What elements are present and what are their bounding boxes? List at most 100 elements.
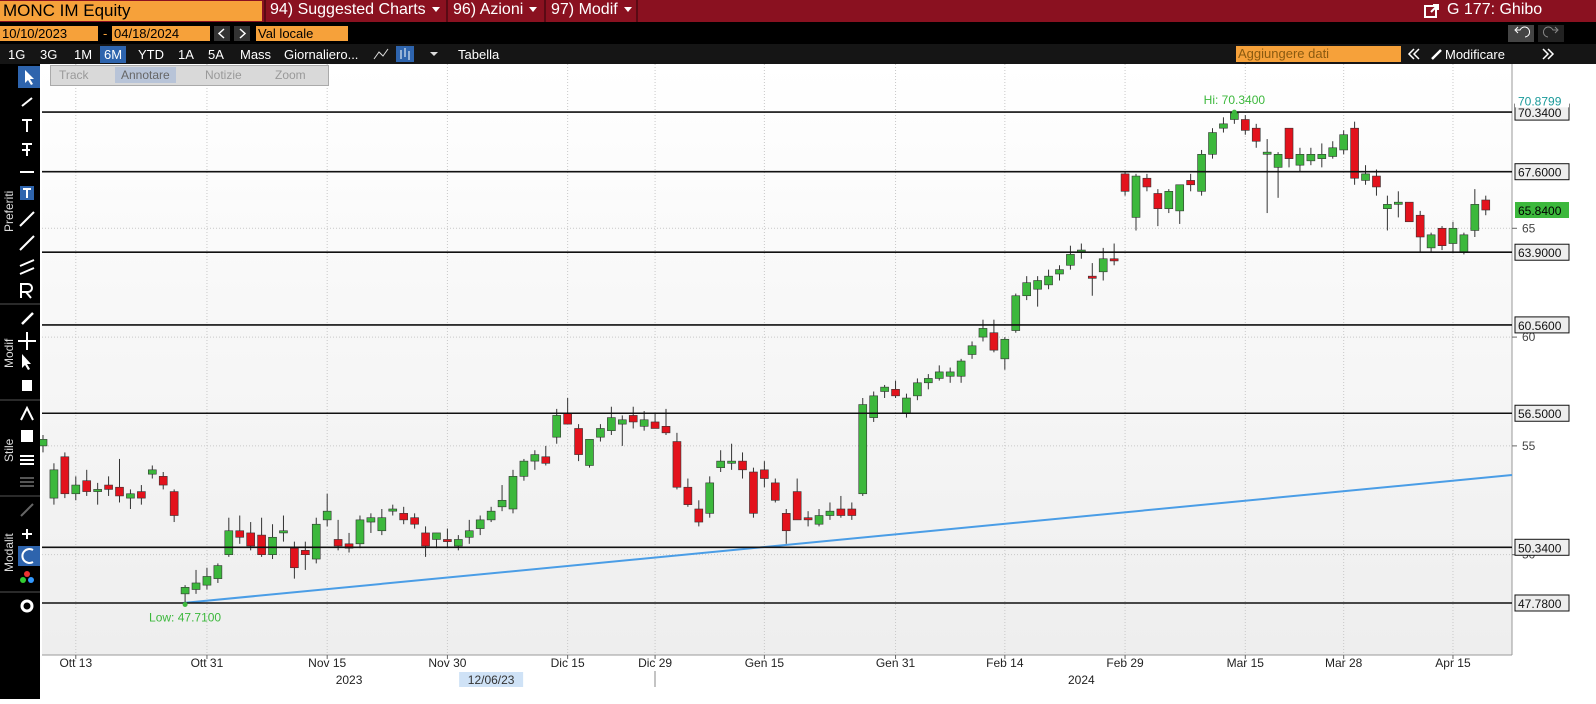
frequency-select[interactable]: Giornaliero... <box>284 47 359 62</box>
level-label: 70.3400 <box>1518 106 1562 120</box>
level-label-box <box>1514 538 1570 556</box>
candle-body <box>257 534 266 555</box>
candle-body <box>169 491 179 516</box>
currency-select[interactable]: Val locale <box>256 26 348 41</box>
candle-body <box>464 530 474 538</box>
top-label-box <box>1515 93 1569 108</box>
y-tick-label: 55 <box>1522 439 1536 453</box>
candle-body <box>104 484 113 490</box>
candle-body <box>497 499 507 508</box>
last-price-label: 65.8400 <box>1518 204 1562 218</box>
edit-icons[interactable] <box>1406 47 1444 61</box>
candle-body <box>1087 275 1097 279</box>
undo-redo[interactable] <box>1508 25 1568 42</box>
chart-icons[interactable] <box>372 46 442 62</box>
chart-tool[interactable]: Track <box>59 68 89 82</box>
candle-body <box>148 469 157 475</box>
candle-body <box>290 547 299 569</box>
security-field[interactable]: MONC IM Equity <box>0 1 262 21</box>
separator <box>544 0 546 22</box>
launch-icon[interactable] <box>1424 3 1440 19</box>
level-label: 50.3400 <box>1518 541 1562 555</box>
candle-body <box>454 539 463 547</box>
candle-body <box>825 510 835 516</box>
y-tick-label: 65 <box>1522 221 1536 235</box>
chart-tool[interactable]: Annotare <box>115 67 176 83</box>
candle-body <box>268 536 277 555</box>
candle-body <box>410 517 419 525</box>
x-tick-label: Nov 30 <box>428 656 466 670</box>
candle-body <box>115 486 124 497</box>
candle-body <box>1120 173 1130 192</box>
candle-body <box>377 517 387 532</box>
candle-body <box>1197 154 1206 192</box>
period-button[interactable]: 5A <box>208 47 224 62</box>
level-label: 60.5600 <box>1518 319 1562 333</box>
x-tick-label: Ott 31 <box>191 656 224 670</box>
candle-body <box>847 508 857 516</box>
candle-body <box>1273 154 1283 168</box>
menu[interactable]: 96) Azioni <box>453 1 537 19</box>
period-button[interactable]: 3G <box>40 47 58 62</box>
candle-body <box>814 515 824 525</box>
level-label-box <box>1514 594 1570 612</box>
candle-body <box>1044 275 1053 286</box>
chart-tool[interactable]: Notizie <box>205 68 242 82</box>
start-date[interactable]: 10/10/2023 <box>0 26 98 41</box>
candle-body <box>1131 175 1141 218</box>
candle-body <box>683 486 693 505</box>
annotation-marker <box>182 602 188 608</box>
candle-body <box>224 530 234 555</box>
candle-body <box>607 417 616 431</box>
period-button[interactable]: 1A <box>178 47 194 62</box>
candle-body <box>508 476 518 510</box>
x-tick-label: Feb 14 <box>986 656 1024 670</box>
candle-body <box>1328 147 1338 157</box>
candle-body <box>1350 127 1359 179</box>
separator <box>264 0 266 22</box>
candle-body <box>1219 123 1228 129</box>
candle-body <box>1448 227 1458 244</box>
top-label: 70.8799 <box>1518 94 1562 108</box>
period-button[interactable]: YTD <box>138 47 164 62</box>
candle-body <box>301 550 310 555</box>
candle-body <box>836 508 846 516</box>
candle-body <box>355 519 365 545</box>
period-button[interactable]: Mass <box>240 47 272 62</box>
range-bar: 10/10/2023 - 04/18/2024 Val locale <box>0 22 1596 44</box>
table-button[interactable]: Tabella <box>458 47 500 62</box>
candle-body <box>49 469 59 499</box>
step-arrows[interactable] <box>214 26 252 41</box>
edit-button[interactable]: Modificare <box>1445 47 1505 62</box>
period-button[interactable]: 1G <box>8 47 26 62</box>
candle-body <box>519 460 529 477</box>
candle-body <box>213 565 223 579</box>
period-button[interactable]: 1M <box>74 47 93 62</box>
candle-body <box>781 513 791 532</box>
candle-body <box>279 530 288 534</box>
candle-body <box>1361 173 1370 181</box>
x-tick-label: Gen 15 <box>745 656 785 670</box>
menu[interactable]: 94) Suggested Charts <box>270 1 440 19</box>
date-separator: - <box>103 26 108 41</box>
more-icon[interactable] <box>1540 47 1566 61</box>
side-label: Stile <box>2 438 16 462</box>
candle-body <box>1109 258 1119 262</box>
candle-body <box>585 439 594 466</box>
candle-body <box>661 426 671 434</box>
candle-body <box>934 371 944 379</box>
level-label-box <box>1514 316 1570 334</box>
menu[interactable]: 97) Modif <box>551 1 632 19</box>
candle-body <box>1098 258 1108 273</box>
chart-tool[interactable]: Zoom <box>275 68 306 82</box>
tool-icons[interactable] <box>0 64 40 699</box>
period-button[interactable]: 6M <box>100 46 127 63</box>
end-date[interactable]: 04/18/2024 <box>112 26 210 41</box>
candle-body <box>311 523 321 560</box>
add-data-field[interactable]: Aggiungere dati <box>1236 46 1401 62</box>
level-label: 56.5000 <box>1518 407 1562 421</box>
candle-body <box>1241 119 1250 131</box>
candle-body <box>1153 193 1163 210</box>
candle-body <box>1306 154 1316 162</box>
candle-body <box>1055 269 1064 275</box>
